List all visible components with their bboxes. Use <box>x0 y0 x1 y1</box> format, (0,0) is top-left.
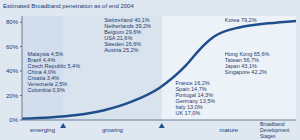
svg-text:Hong Kong 65,6%: Hong Kong 65,6% <box>224 51 270 58</box>
svg-text:Spain 14,7%: Spain 14,7% <box>175 85 207 92</box>
html-text:Broadband Development Stages: Broadband Development Stages <box>260 121 290 139</box>
svg-text:France 16,2%: France 16,2% <box>175 79 210 86</box>
svg-text:Italy 13,0%: Italy 13,0% <box>175 103 203 110</box>
svg-text:USA 21,6%: USA 21,6% <box>104 35 133 42</box>
svg-text:40%: 40% <box>8 68 19 74</box>
svg-text:Malaysia 4,5%: Malaysia 4,5% <box>27 51 64 58</box>
svg-text:Belgium 29,6%: Belgium 29,6% <box>104 29 142 36</box>
svg-text:China 4,0%: China 4,0% <box>27 69 56 76</box>
svg-text:Taiwan 56,7%: Taiwan 56,7% <box>224 57 259 64</box>
svg-text:growing: growing <box>102 127 123 133</box>
svg-text:80%: 80% <box>8 19 19 25</box>
svg-text:Japan 43,1%: Japan 43,1% <box>224 63 257 70</box>
svg-text:Brazil 4,4%: Brazil 4,4% <box>27 57 56 64</box>
svg-text:Portugal 14,3%: Portugal 14,3% <box>175 91 213 98</box>
svg-text:Croatia 3,4%: Croatia 3,4% <box>27 75 60 82</box>
svg-text:Singapore 42,2%: Singapore 42,2% <box>225 69 267 75</box>
svg-text:Netherlands 39,2%: Netherlands 39,2% <box>104 23 151 30</box>
svg-text:Czech Republic 5,4%: Czech Republic 5,4% <box>27 63 81 70</box>
html-text:Estimated Broadband penetratio: Estimated Broadband penetration as of en… <box>3 3 134 9</box>
svg-text:20%: 20% <box>8 93 19 99</box>
svg-text:Germany 13,5%: Germany 13,5% <box>175 97 216 104</box>
svg-text:mature: mature <box>220 127 239 133</box>
svg-text:Colombia 0,9%: Colombia 0,9% <box>27 87 64 93</box>
svg-text:Korea 79,2%: Korea 79,2% <box>225 17 257 23</box>
svg-text:60%: 60% <box>8 44 19 50</box>
svg-text:0%: 0% <box>9 117 18 123</box>
svg-text:Venezuela 2,5%: Venezuela 2,5% <box>27 81 68 88</box>
svg-text:Switzerland 40,1%: Switzerland 40,1% <box>104 17 150 24</box>
svg-text:UK 17,0%: UK 17,0% <box>175 110 200 116</box>
svg-text:Austria 25,2%: Austria 25,2% <box>104 47 138 53</box>
svg-text:Sweden 26,6%: Sweden 26,6% <box>104 41 142 48</box>
svg-text:emerging: emerging <box>30 127 55 133</box>
